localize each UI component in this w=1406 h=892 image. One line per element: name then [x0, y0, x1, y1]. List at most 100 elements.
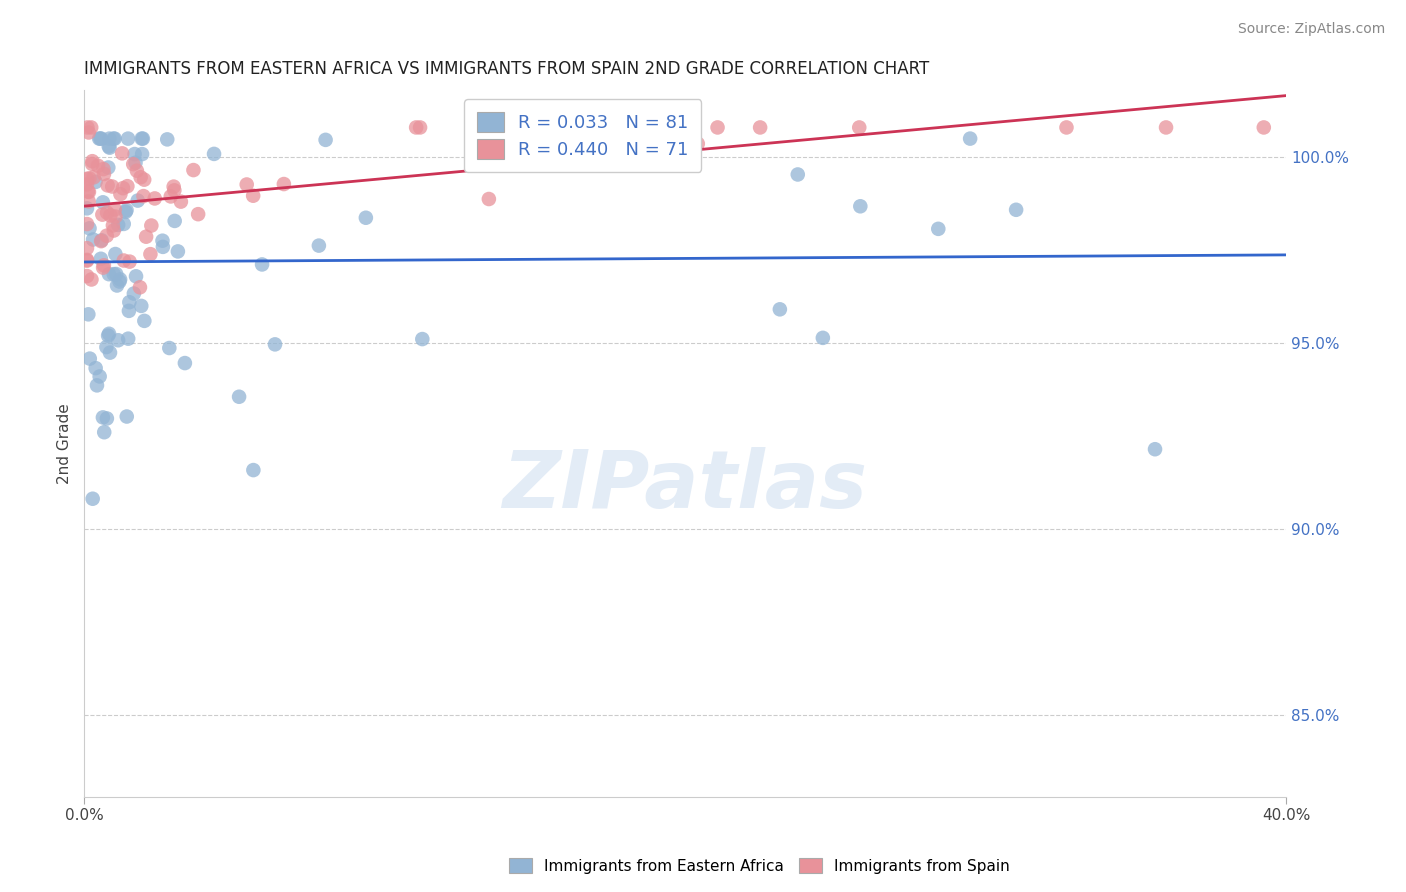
Point	[77, 194, 100, 209]
Point	[117, 179, 139, 194]
Point	[93, 167, 115, 181]
Point	[496, 131, 519, 145]
Point	[96, 228, 118, 243]
Point	[478, 192, 501, 206]
Point	[927, 222, 949, 236]
Point	[354, 211, 377, 225]
Point	[132, 131, 155, 145]
Point	[662, 120, 685, 135]
Point	[97, 139, 120, 153]
Point	[125, 163, 148, 178]
Point	[141, 219, 163, 233]
Point	[124, 155, 146, 169]
Point	[228, 390, 250, 404]
Point	[111, 181, 134, 195]
Point	[129, 170, 152, 185]
Point	[848, 120, 870, 135]
Point	[77, 126, 100, 140]
Point	[91, 410, 114, 425]
Point	[79, 351, 101, 366]
Point	[170, 194, 193, 209]
Point	[104, 247, 127, 261]
Point	[308, 238, 330, 252]
Point	[129, 280, 152, 294]
Point	[112, 253, 135, 268]
Point	[173, 356, 195, 370]
Point	[97, 161, 120, 175]
Point	[959, 131, 981, 145]
Point	[163, 183, 186, 197]
Point	[77, 185, 100, 199]
Point	[811, 331, 834, 345]
Point	[118, 254, 141, 268]
Text: ZIPatlas: ZIPatlas	[502, 447, 868, 524]
Legend: Immigrants from Eastern Africa, Immigrants from Spain: Immigrants from Eastern Africa, Immigran…	[502, 852, 1017, 880]
Point	[124, 147, 146, 161]
Point	[77, 185, 100, 199]
Point	[104, 210, 127, 224]
Point	[135, 229, 157, 244]
Point	[112, 217, 135, 231]
Point	[104, 131, 127, 145]
Y-axis label: 2nd Grade: 2nd Grade	[58, 403, 72, 483]
Point	[132, 189, 155, 203]
Point	[273, 177, 295, 191]
Point	[103, 223, 125, 237]
Point	[91, 195, 114, 210]
Point	[405, 120, 427, 135]
Point	[157, 341, 180, 355]
Point	[1005, 202, 1028, 217]
Point	[187, 207, 209, 221]
Point	[202, 147, 225, 161]
Point	[786, 168, 808, 182]
Point	[163, 179, 186, 194]
Point	[86, 378, 108, 392]
Point	[97, 328, 120, 343]
Point	[90, 252, 112, 266]
Point	[91, 208, 114, 222]
Point	[107, 333, 129, 347]
Point	[115, 409, 138, 424]
Point	[83, 170, 105, 185]
Point	[110, 187, 132, 202]
Point	[98, 141, 121, 155]
Point	[80, 120, 103, 135]
Point	[93, 258, 115, 272]
Point	[79, 221, 101, 235]
Point	[167, 244, 190, 259]
Point	[156, 132, 179, 146]
Point	[96, 205, 118, 219]
Point	[1143, 442, 1166, 457]
Point	[82, 154, 104, 169]
Point	[118, 303, 141, 318]
Point	[105, 278, 128, 293]
Point	[411, 332, 433, 346]
Point	[82, 491, 104, 506]
Point	[769, 302, 792, 317]
Point	[1056, 120, 1078, 135]
Legend: R = 0.033   N = 81, R = 0.440   N = 71: R = 0.033 N = 81, R = 0.440 N = 71	[464, 99, 702, 171]
Point	[122, 157, 145, 171]
Point	[98, 326, 121, 341]
Point	[127, 194, 149, 208]
Point	[1253, 120, 1275, 135]
Point	[103, 131, 125, 145]
Point	[76, 241, 98, 255]
Point	[129, 299, 152, 313]
Point	[97, 178, 120, 193]
Point	[117, 332, 139, 346]
Point	[77, 307, 100, 321]
Point	[143, 191, 166, 205]
Point	[98, 131, 121, 145]
Point	[115, 203, 138, 218]
Point	[235, 178, 257, 192]
Point	[89, 131, 111, 145]
Point	[93, 162, 115, 177]
Point	[89, 369, 111, 384]
Point	[118, 295, 141, 310]
Point	[108, 275, 131, 289]
Point	[103, 267, 125, 281]
Point	[159, 189, 181, 203]
Point	[87, 159, 110, 173]
Text: IMMIGRANTS FROM EASTERN AFRICA VS IMMIGRANTS FROM SPAIN 2ND GRADE CORRELATION CH: IMMIGRANTS FROM EASTERN AFRICA VS IMMIGR…	[84, 60, 929, 78]
